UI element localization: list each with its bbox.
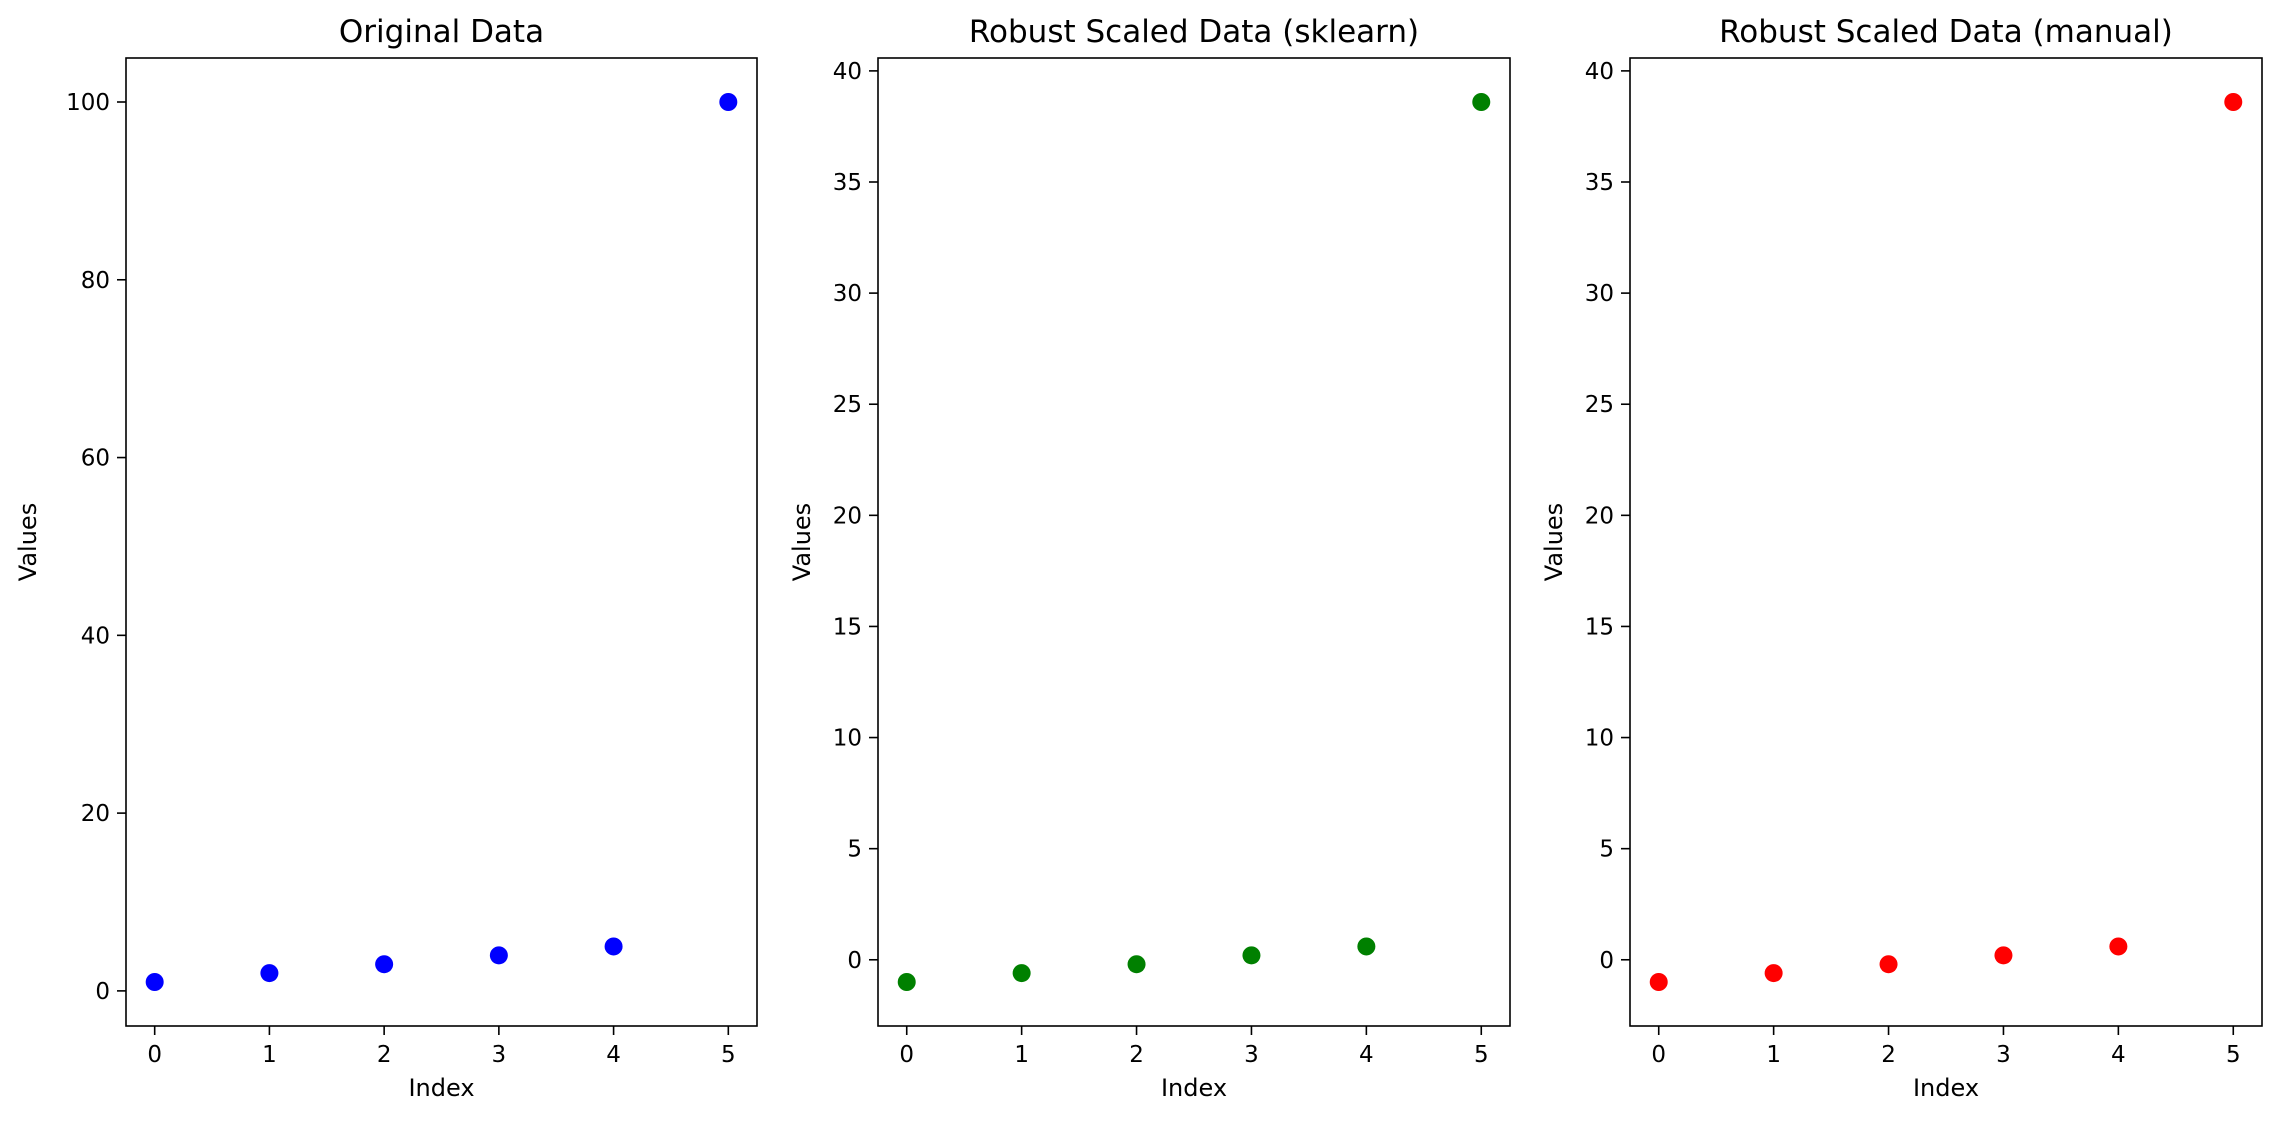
x-tick-label: 5 <box>1474 1042 1489 1068</box>
x-tick-label: 1 <box>262 1042 277 1068</box>
y-tick-label: 20 <box>1585 503 1614 529</box>
x-tick-label: 5 <box>2226 1042 2241 1068</box>
y-tick-label: 35 <box>833 170 862 196</box>
y-tick-label: 5 <box>847 837 862 863</box>
x-tick-label: 4 <box>1359 1042 1374 1068</box>
y-tick-label: 5 <box>1599 837 1614 863</box>
y-tick-label: 60 <box>81 446 110 472</box>
y-tick-label: 15 <box>1585 614 1614 640</box>
chart-title: Robust Scaled Data (manual) <box>1719 14 2173 50</box>
x-tick-label: 2 <box>377 1042 392 1068</box>
x-tick-label: 3 <box>1996 1042 2011 1068</box>
x-axis-label: Index <box>1161 1074 1227 1102</box>
y-tick-label: 35 <box>1585 170 1614 196</box>
chart-title: Robust Scaled Data (sklearn) <box>969 14 1419 50</box>
data-point <box>1764 964 1783 983</box>
y-tick-label: 25 <box>833 392 862 418</box>
chart-title: Original Data <box>339 14 544 50</box>
data-point <box>897 973 916 991</box>
data-point <box>604 937 623 956</box>
y-tick-label: 40 <box>833 59 862 85</box>
data-point <box>1649 973 1668 991</box>
x-axis-label: Index <box>1913 1074 1979 1102</box>
chart-panel-2: Robust Scaled Data (manual) 0 1 2 3 4 5 0 5 10 15 2… <box>1540 14 2263 1102</box>
x-tick-label: 0 <box>899 1042 914 1068</box>
x-tick-label: 1 <box>1766 1042 1781 1068</box>
x-tick-label: 0 <box>1651 1042 1666 1068</box>
y-tick-label: 40 <box>1585 59 1614 85</box>
y-tick-label: 15 <box>833 614 862 640</box>
x-tick-label: 5 <box>721 1042 736 1068</box>
data-point <box>1242 946 1261 965</box>
chart-panel-0: Original Data 0 1 2 3 4 5 0 20 40 60 80 100 Index Valu… <box>14 14 758 1102</box>
x-tick-label: 1 <box>1014 1042 1029 1068</box>
plot-area-frame <box>125 57 758 1027</box>
y-tick-label: 20 <box>81 801 110 827</box>
x-tick-label: 3 <box>1244 1042 1259 1068</box>
data-point <box>375 955 394 974</box>
data-point <box>2224 93 2243 111</box>
data-point <box>260 964 279 983</box>
x-tick-label: 2 <box>1129 1042 1144 1068</box>
data-point <box>489 946 508 965</box>
y-tick-label: 80 <box>81 268 110 294</box>
x-axis-label: Index <box>408 1074 474 1102</box>
x-tick-label: 3 <box>492 1042 507 1068</box>
y-tick-label: 0 <box>847 948 862 974</box>
data-point <box>1472 93 1491 111</box>
x-tick-label: 4 <box>606 1042 621 1068</box>
data-point <box>1012 964 1031 983</box>
y-tick-label: 25 <box>1585 392 1614 418</box>
y-axis-label: Values <box>788 503 816 581</box>
y-tick-label: 0 <box>95 979 110 1005</box>
plot-area-frame <box>1629 57 2263 1027</box>
y-tick-label: 0 <box>1599 948 1614 974</box>
x-tick-label: 2 <box>1881 1042 1896 1068</box>
data-point <box>2109 937 2128 956</box>
data-point <box>1127 955 1146 974</box>
x-tick-label: 4 <box>2111 1042 2126 1068</box>
x-tick-label: 0 <box>147 1042 162 1068</box>
y-tick-label: 100 <box>66 90 110 116</box>
data-point <box>1357 937 1376 956</box>
y-tick-label: 10 <box>1585 726 1614 752</box>
data-point <box>1994 946 2013 965</box>
chart-panel-1: Robust Scaled Data (sklearn) 0 1 2 3 4 5 0 5 10 15… <box>788 14 1511 1102</box>
y-tick-label: 30 <box>1585 281 1614 307</box>
data-point <box>1879 955 1898 974</box>
y-axis-label: Values <box>1540 503 1568 581</box>
y-tick-label: 10 <box>833 726 862 752</box>
y-tick-label: 30 <box>833 281 862 307</box>
y-tick-label: 20 <box>833 503 862 529</box>
data-point <box>145 973 164 991</box>
data-point <box>719 93 738 111</box>
y-tick-label: 40 <box>81 623 110 649</box>
plot-area-frame <box>877 57 1511 1027</box>
y-axis-label: Values <box>14 503 42 581</box>
